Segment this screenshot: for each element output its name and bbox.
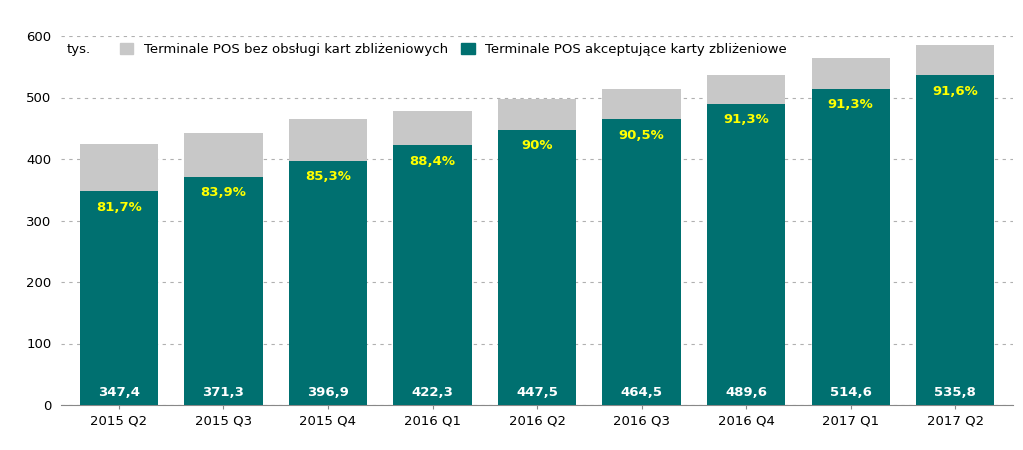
- Text: 90%: 90%: [522, 139, 552, 152]
- Legend: Terminale POS bez obsługi kart zbliżeniowych, Terminale POS akceptujące karty zb: Terminale POS bez obsługi kart zbliżenio…: [121, 43, 787, 56]
- Bar: [707, 104, 786, 405]
- Text: 83,9%: 83,9%: [201, 186, 247, 199]
- Bar: [393, 145, 472, 405]
- Bar: [603, 119, 681, 405]
- Bar: [811, 58, 890, 89]
- Text: 447,5: 447,5: [517, 386, 558, 399]
- Text: 85,3%: 85,3%: [305, 170, 351, 183]
- Text: 347,4: 347,4: [98, 386, 140, 399]
- Bar: [498, 130, 576, 405]
- Text: 81,7%: 81,7%: [96, 201, 142, 214]
- Text: 489,6: 489,6: [725, 386, 767, 399]
- Bar: [498, 99, 576, 130]
- Text: 371,3: 371,3: [203, 386, 244, 399]
- Text: tys.: tys.: [66, 43, 90, 56]
- Bar: [811, 89, 890, 405]
- Text: 90,5%: 90,5%: [619, 129, 665, 142]
- Bar: [288, 119, 367, 161]
- Text: 396,9: 396,9: [307, 386, 349, 399]
- Bar: [916, 76, 994, 405]
- Bar: [707, 75, 786, 104]
- Bar: [288, 161, 367, 405]
- Text: 535,8: 535,8: [934, 386, 976, 399]
- Text: 88,4%: 88,4%: [409, 154, 455, 167]
- Bar: [603, 89, 681, 119]
- Text: 422,3: 422,3: [411, 386, 453, 399]
- Bar: [184, 133, 263, 177]
- Text: 464,5: 464,5: [621, 386, 663, 399]
- Text: 514,6: 514,6: [830, 386, 872, 399]
- Text: 91,3%: 91,3%: [723, 113, 769, 126]
- Text: 91,6%: 91,6%: [932, 85, 978, 98]
- Bar: [80, 144, 159, 191]
- Bar: [184, 177, 263, 405]
- Bar: [80, 191, 159, 405]
- Text: 91,3%: 91,3%: [828, 98, 874, 111]
- Bar: [916, 45, 994, 76]
- Bar: [393, 111, 472, 145]
